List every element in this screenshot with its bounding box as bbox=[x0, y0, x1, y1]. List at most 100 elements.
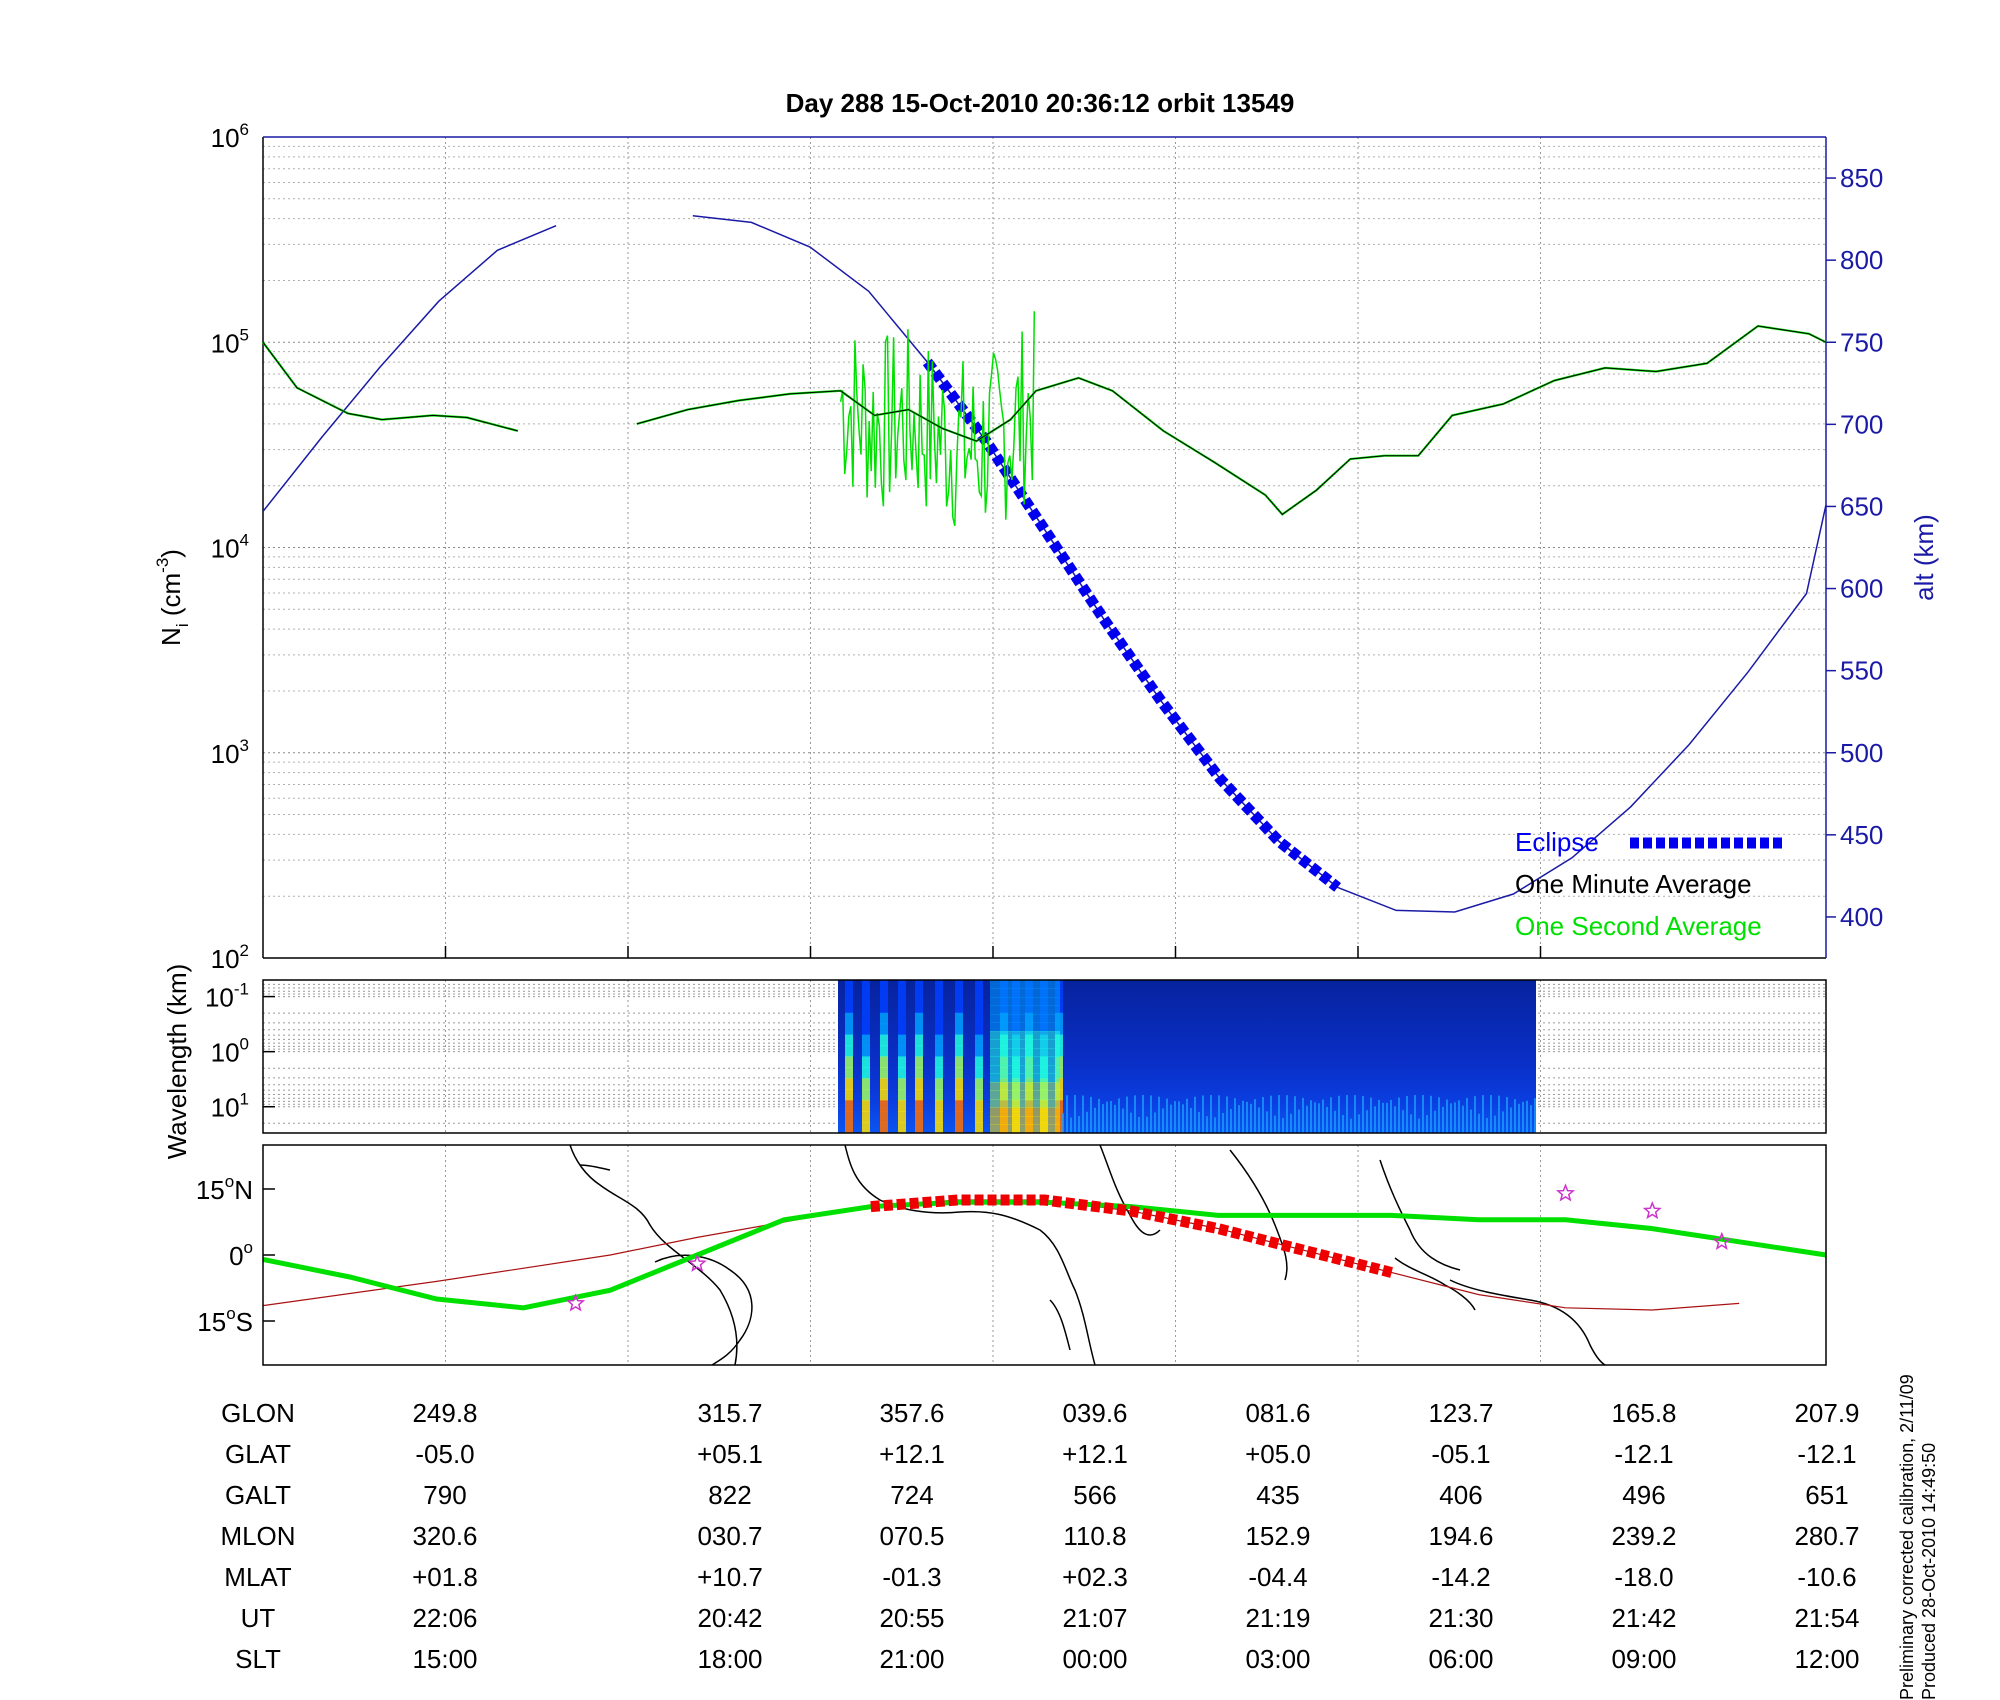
spectrogram-cell bbox=[898, 1001, 906, 1014]
y2-tick-label: 450 bbox=[1840, 820, 1883, 850]
spectrogram-cell bbox=[898, 1122, 906, 1134]
table-row-label: MLAT bbox=[224, 1562, 292, 1592]
ephemeris-table: GLON 249.8 315.7 357.6 039.6 081.6 123.7 165.8 2… bbox=[220, 1398, 1859, 1674]
spectrogram-cell bbox=[975, 1001, 983, 1014]
footer-line2: Produced 28-Oct-2010 14:49:50 bbox=[1919, 1443, 1939, 1700]
y-tick-label: 105 bbox=[211, 325, 249, 358]
spectrogram-cell bbox=[955, 1034, 963, 1047]
tick-exp: 4 bbox=[240, 531, 249, 550]
spectrogram-cell bbox=[1266, 1111, 1268, 1133]
table-cell: 039.6 bbox=[1062, 1398, 1127, 1428]
table-cell: -14.2 bbox=[1431, 1562, 1490, 1592]
spectrogram-cell bbox=[915, 1056, 923, 1068]
table-cell: 00:00 bbox=[1062, 1644, 1127, 1674]
spectrogram-cell bbox=[955, 1001, 963, 1014]
spectrogram-cell bbox=[1206, 1116, 1208, 1133]
y-tick-label: 104 bbox=[211, 531, 249, 564]
spectrogram-cell bbox=[1502, 1111, 1504, 1133]
tick-deg: o bbox=[226, 1304, 235, 1323]
spectrogram-cell bbox=[955, 1078, 963, 1090]
chart-title: Day 288 15-Oct-2010 20:36:12 orbit 13549 bbox=[786, 88, 1295, 118]
panel-frame bbox=[262, 1144, 1827, 1366]
spectrogram-cell bbox=[1402, 1110, 1404, 1133]
y2-tick-label: 700 bbox=[1840, 409, 1883, 439]
tick-base: 10 bbox=[211, 944, 240, 974]
star-marker bbox=[1555, 1183, 1576, 1202]
y2-tick-label: 750 bbox=[1840, 327, 1883, 357]
spectrogram-cell bbox=[845, 1001, 853, 1014]
star-marker bbox=[687, 1253, 707, 1272]
spectrogram-cell bbox=[1074, 1095, 1076, 1133]
spectrogram-cell bbox=[935, 1034, 943, 1047]
spectrogram-cell bbox=[935, 1001, 943, 1014]
table-cell: 724 bbox=[890, 1480, 933, 1510]
footer-line1: Preliminary corrected calibration, 2/11/… bbox=[1897, 1374, 1917, 1700]
spectrogram-cell bbox=[898, 1067, 906, 1079]
spectrogram-cell bbox=[990, 1065, 1060, 1074]
spectrogram-cell bbox=[990, 980, 1060, 989]
spectrogram-cell bbox=[898, 1100, 906, 1112]
table-cell: 12:00 bbox=[1794, 1644, 1859, 1674]
coastline bbox=[569, 1144, 738, 1366]
spectrogram-cell bbox=[935, 1078, 943, 1090]
spectrogram-cell bbox=[935, 1023, 943, 1036]
spectrogram-cell bbox=[1066, 1095, 1068, 1133]
spectrogram-cell bbox=[1122, 1108, 1124, 1133]
spectrogram-cell bbox=[1530, 1105, 1532, 1133]
spectrogram-cell bbox=[915, 980, 923, 992]
table-cell: 110.8 bbox=[1063, 1521, 1126, 1551]
spectrogram-cell bbox=[1186, 1098, 1188, 1133]
table-cell: 18:00 bbox=[697, 1644, 762, 1674]
y-axis-label: Wavelength (km) bbox=[162, 964, 192, 1160]
spectrogram-cell bbox=[1458, 1100, 1460, 1133]
spectrogram-cell bbox=[898, 1089, 906, 1101]
spectrogram-cell bbox=[1222, 1113, 1224, 1133]
spectrogram-cell bbox=[990, 1073, 1060, 1083]
spectrogram-cell bbox=[862, 1122, 870, 1134]
spectrogram-cell bbox=[1258, 1107, 1260, 1133]
spectrogram-cell bbox=[1162, 1108, 1164, 1133]
spectrogram-cell bbox=[1446, 1099, 1448, 1133]
spectrogram-cell bbox=[1154, 1112, 1156, 1133]
tick-exp: 3 bbox=[240, 736, 249, 755]
one-second-average-line bbox=[636, 324, 1827, 516]
spectrogram-cell bbox=[880, 1034, 888, 1047]
one-minute-average-line bbox=[636, 325, 1827, 516]
spectrogram-cell bbox=[975, 1067, 983, 1079]
spectrogram-cell bbox=[1130, 1112, 1132, 1133]
spectrogram-cell bbox=[935, 1089, 943, 1101]
coastline bbox=[844, 1144, 1096, 1366]
spectrogram-cell bbox=[862, 980, 870, 992]
spectrogram-cell bbox=[1494, 1115, 1496, 1133]
spectrogram-cell bbox=[898, 1045, 906, 1057]
spectrogram-cell bbox=[1070, 1117, 1072, 1133]
panel-frame bbox=[262, 979, 1827, 1134]
table-cell: -12.1 bbox=[1797, 1439, 1856, 1469]
spectrogram-cell bbox=[990, 1014, 1060, 1023]
spectrogram-cell bbox=[1370, 1097, 1372, 1133]
spectrogram-cell bbox=[975, 990, 983, 1003]
spectrogram-cell bbox=[935, 1056, 943, 1068]
spectrogram-cell bbox=[990, 1031, 1060, 1040]
spectrogram-cell bbox=[880, 1111, 888, 1123]
spectrogram-cell bbox=[975, 1089, 983, 1101]
spectrogram-cell bbox=[935, 990, 943, 1003]
table-cell: 435 bbox=[1256, 1480, 1299, 1510]
spectrogram-cell bbox=[1082, 1095, 1084, 1133]
table-row-label: SLT bbox=[235, 1644, 281, 1674]
spectrogram-cell bbox=[1146, 1116, 1148, 1133]
spectrogram-cell bbox=[880, 1023, 888, 1036]
table-row-label: GALT bbox=[225, 1480, 291, 1510]
spectrogram-cell bbox=[915, 1078, 923, 1090]
spectrogram-cell bbox=[1406, 1095, 1408, 1133]
spectrogram-cell bbox=[1194, 1096, 1196, 1133]
spectrogram-cell bbox=[880, 980, 888, 992]
spectrogram-cell bbox=[915, 1067, 923, 1079]
spectrogram-cell bbox=[1422, 1095, 1424, 1133]
coastline bbox=[1099, 1144, 1161, 1236]
spectrogram-cell bbox=[1430, 1095, 1432, 1133]
spectrogram-cell bbox=[898, 990, 906, 1003]
spectrogram-cell bbox=[955, 1023, 963, 1036]
spectrogram-cell bbox=[915, 1045, 923, 1057]
